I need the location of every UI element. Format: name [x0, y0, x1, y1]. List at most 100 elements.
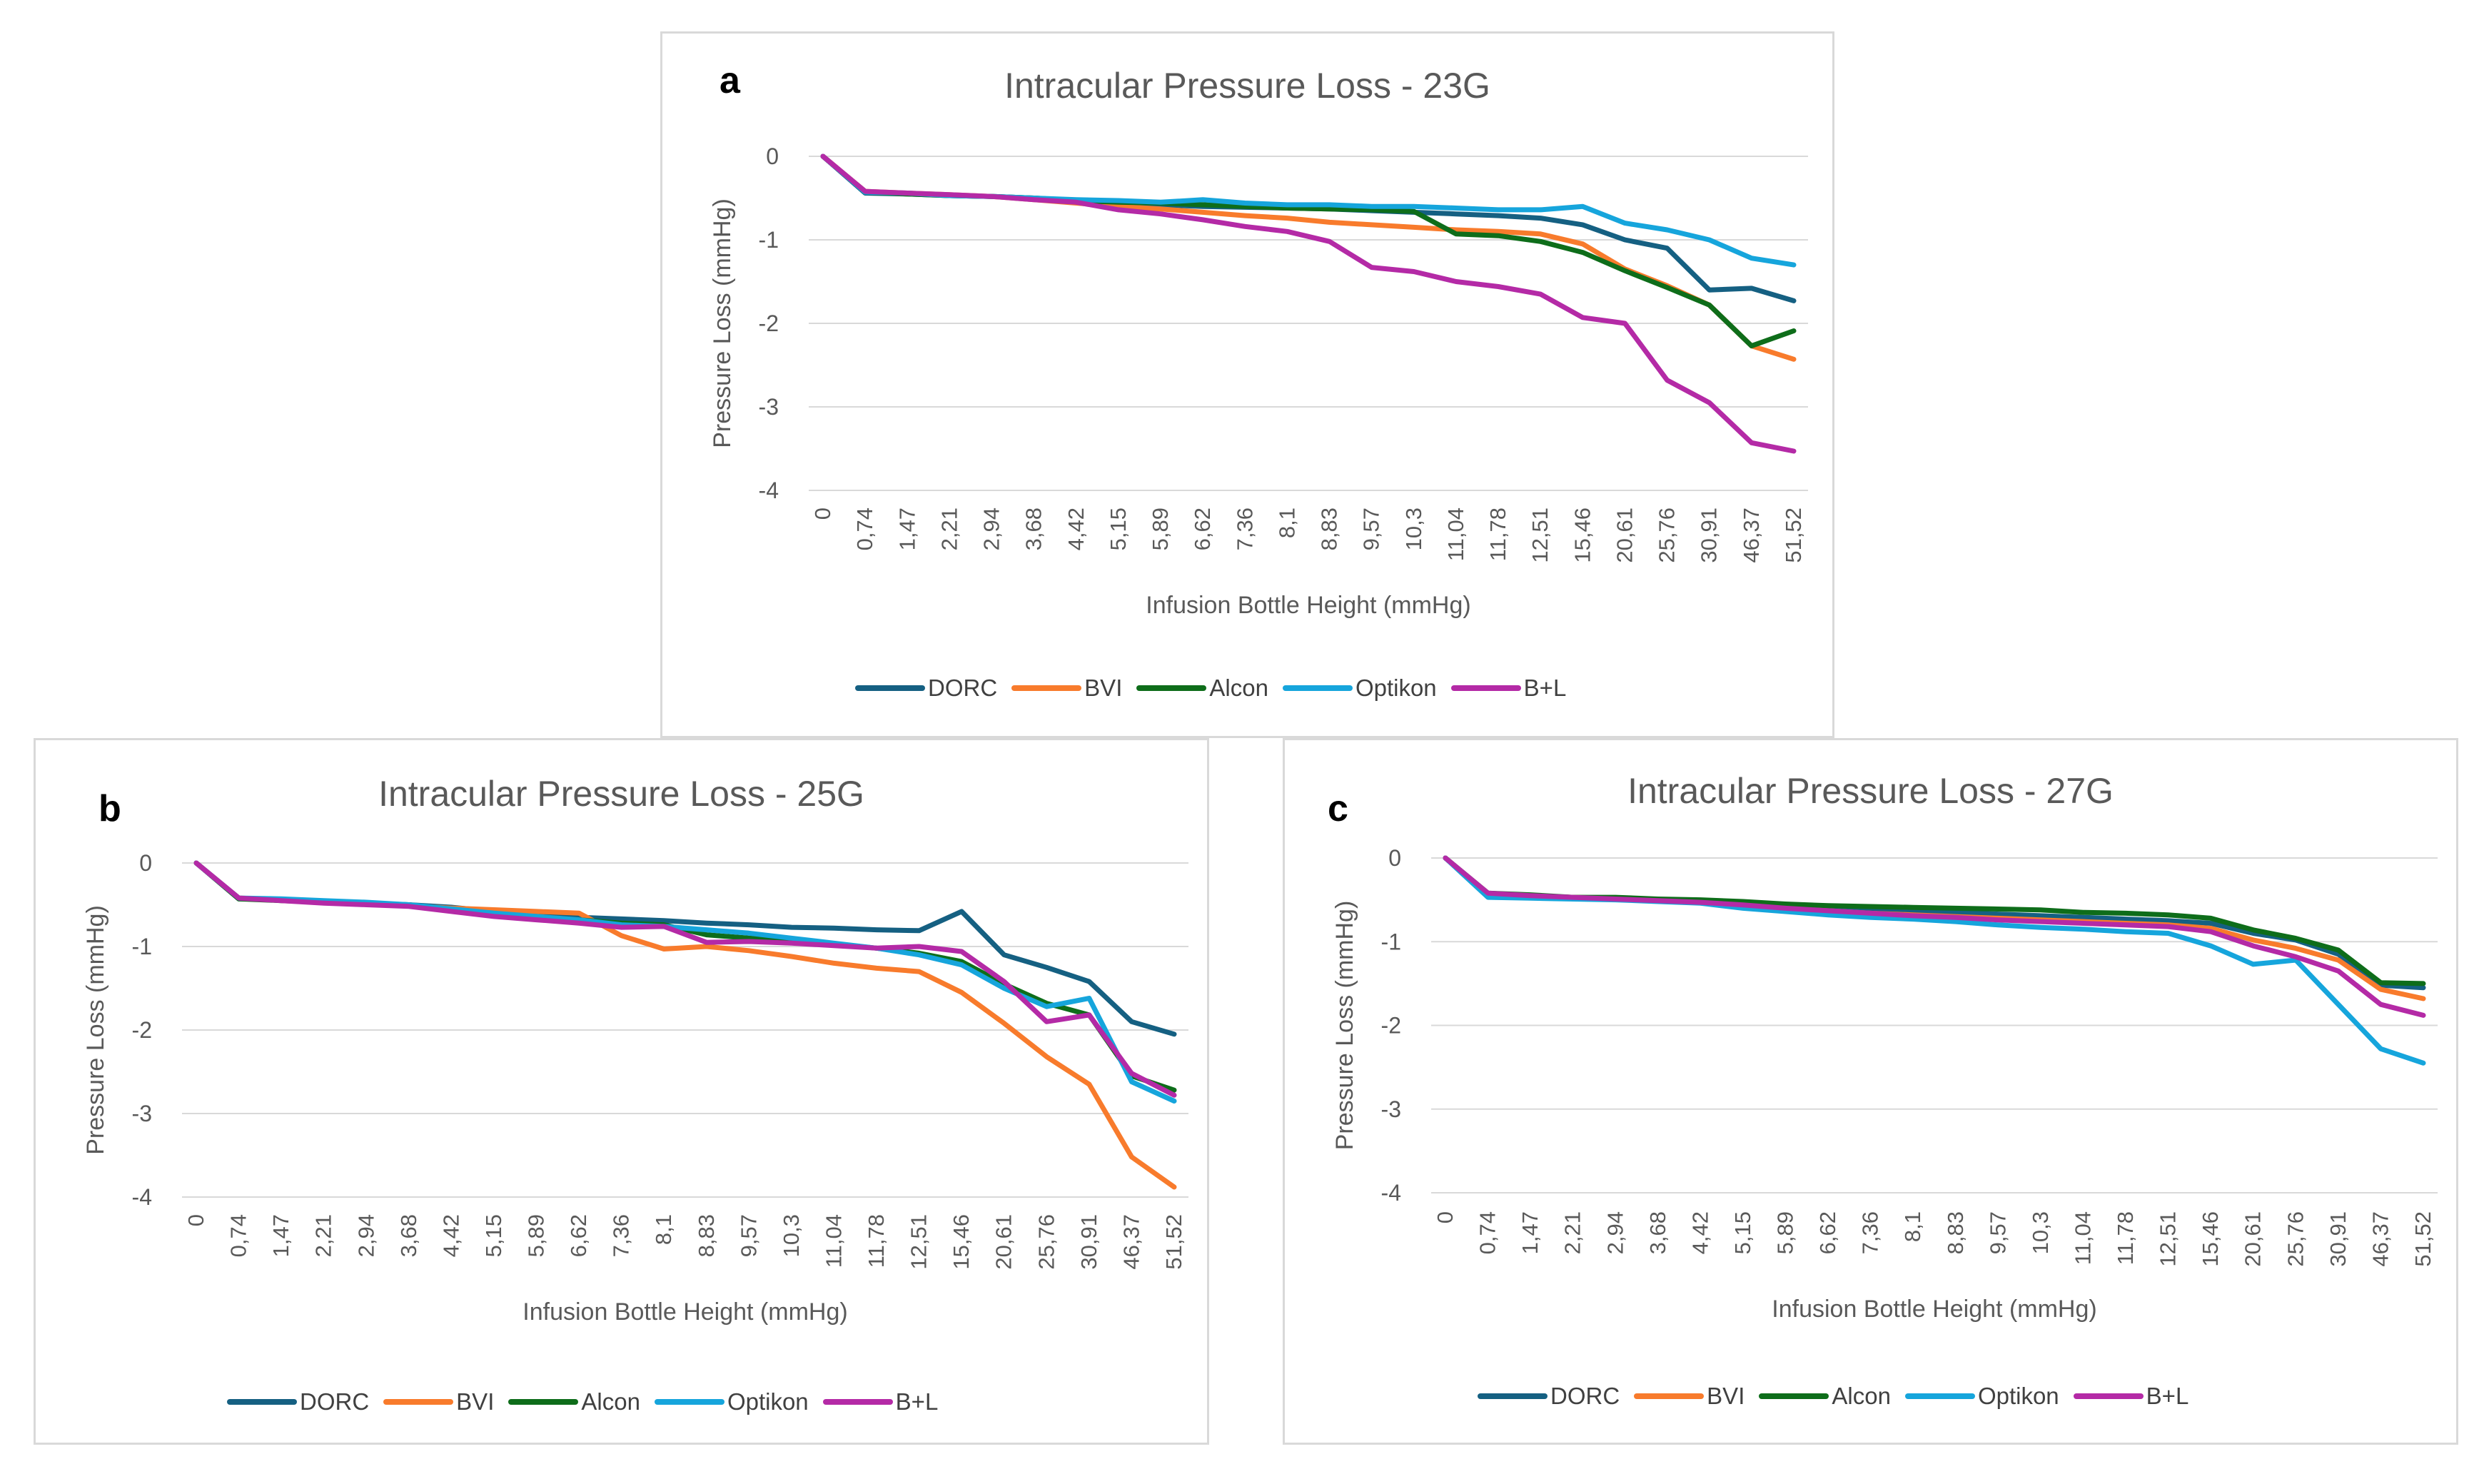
x-tick-label: 30,91: [1697, 508, 1722, 563]
x-tick-label: 30,91: [2326, 1211, 2351, 1267]
legend-label: Alcon: [1832, 1383, 1891, 1409]
x-tick-label: 11,78: [864, 1214, 889, 1268]
x-tick-label: 1,47: [268, 1214, 293, 1257]
x-tick-label: 1,47: [1518, 1211, 1543, 1254]
x-tick-label: 8,83: [1943, 1211, 1968, 1254]
x-tick-label: 20,61: [991, 1214, 1016, 1270]
y-tick-label: -3: [132, 1101, 152, 1126]
legend-item-dorc: DORC: [227, 1388, 369, 1415]
legend-label: B+L: [2146, 1383, 2189, 1409]
y-axis-title: Pressure Loss (mmHg): [82, 905, 109, 1155]
x-axis-title: Infusion Bottle Height (mmHg): [1146, 592, 1470, 619]
chart-panel-c: c Intracular Pressure Loss - 27G 0 -1 -2 -3…: [1283, 738, 2458, 1445]
x-tick-label: 0: [810, 508, 835, 520]
legend-label: Optikon: [727, 1388, 809, 1415]
legend-swatch-optikon: [654, 1399, 725, 1405]
legend-item-bl: B+L: [822, 1388, 939, 1415]
x-tick-label: 4,42: [1064, 508, 1089, 550]
x-tick-label: 15,46: [1570, 508, 1595, 563]
x-tick-label: 5,89: [524, 1214, 549, 1257]
x-tick-label: 2,94: [979, 508, 1004, 550]
x-axis-title: Infusion Bottle Height (mmHg): [522, 1298, 847, 1326]
legend-label: DORC: [1550, 1383, 1620, 1409]
series-line-alcon: [193, 860, 1177, 1093]
x-tick-label: 10,3: [1401, 508, 1426, 550]
x-tick-label: 0: [183, 1214, 208, 1226]
x-tick-label: 0,74: [226, 1214, 251, 1257]
y-tick-label: -3: [1381, 1096, 1401, 1122]
series-line-b-l: [1443, 855, 2426, 1018]
chart-panel-a: a Intracular Pressure Loss - 23G 0 -1 -2 -3…: [660, 31, 1834, 738]
legend-item-alcon: Alcon: [508, 1388, 640, 1415]
legend-label: BVI: [456, 1388, 495, 1415]
y-tick-label: 0: [1388, 845, 1401, 871]
x-tick-label: 4,42: [1687, 1211, 1712, 1254]
legend-swatch-bvi: [1634, 1393, 1705, 1399]
legend-swatch-bvi: [383, 1399, 454, 1405]
legend-label: DORC: [928, 675, 998, 701]
x-tick-label: 25,76: [1034, 1214, 1059, 1270]
x-tick-label: 5,15: [481, 1214, 506, 1257]
series-line-alcon: [820, 153, 1797, 349]
x-tick-label: 11,78: [1485, 508, 1510, 561]
legend-label: DORC: [300, 1388, 370, 1415]
y-tick-label: -4: [132, 1184, 152, 1210]
x-tick-label: 11,04: [821, 1214, 846, 1268]
series-line-optikon: [193, 860, 1177, 1104]
x-tick-label: 8,1: [651, 1214, 676, 1245]
x-tick-label: 15,46: [2198, 1211, 2223, 1267]
x-tick-label: 9,57: [736, 1214, 761, 1257]
legend-item-alcon: Alcon: [1759, 1383, 1891, 1410]
legend: DORC BVI Alcon Optikon B+L: [1478, 1383, 2203, 1410]
x-tick-label: 11,78: [2113, 1211, 2138, 1265]
x-tick-label: 51,52: [1161, 1214, 1186, 1270]
x-tick-label: 6,62: [566, 1214, 591, 1257]
x-tick-label: 20,61: [1612, 508, 1637, 563]
legend-label: B+L: [1523, 675, 1567, 701]
legend-swatch-optikon: [1904, 1393, 1975, 1399]
x-tick-label: 20,61: [2241, 1211, 2266, 1267]
x-tick-label: 9,57: [1359, 508, 1384, 550]
x-tick-label: 51,52: [2410, 1211, 2435, 1267]
y-tick-label: -4: [759, 478, 779, 503]
x-tick-label: 10,3: [779, 1214, 804, 1257]
x-tick-label: 3,68: [1645, 1211, 1670, 1254]
legend-label: BVI: [1707, 1383, 1745, 1409]
x-tick-label: 3,68: [396, 1214, 421, 1257]
legend-label: Optikon: [1977, 1383, 2059, 1409]
x-tick-label: 0,74: [852, 508, 877, 550]
legend-item-optikon: Optikon: [654, 1388, 809, 1415]
x-tick-label: 7,36: [1232, 508, 1257, 550]
x-tick-label: 3,68: [1021, 508, 1046, 550]
x-tick-label: 2,21: [936, 508, 961, 550]
legend-item-bl: B+L: [1450, 675, 1567, 702]
x-tick-label: 11,04: [1443, 508, 1468, 561]
legend-item-dorc: DORC: [855, 675, 997, 702]
chart-title: Intracular Pressure Loss - 23G: [1004, 66, 1490, 106]
x-tick-label: 12,51: [2156, 1211, 2181, 1267]
x-axis-title: Infusion Bottle Height (mmHg): [1772, 1296, 2096, 1323]
legend-label: Alcon: [581, 1388, 640, 1415]
x-tick-label: 51,52: [1781, 508, 1806, 563]
legend-swatch-dorc: [227, 1399, 297, 1405]
x-tick-label: 2,21: [311, 1214, 336, 1257]
x-tick-label: 10,3: [2028, 1211, 2053, 1254]
legend-swatch-dorc: [855, 685, 925, 691]
x-tick-label: 5,15: [1106, 508, 1131, 550]
legend-label: B+L: [895, 1388, 939, 1415]
x-tick-label: 6,62: [1815, 1211, 1840, 1254]
legend-swatch-bl: [822, 1399, 893, 1405]
series-line-bvi: [820, 153, 1797, 362]
y-tick-label: -1: [1381, 929, 1401, 954]
x-tick-label: 5,15: [1730, 1211, 1755, 1254]
panel-label: b: [99, 788, 121, 829]
panel-label: a: [720, 60, 740, 101]
legend-item-bvi: BVI: [1011, 675, 1122, 702]
series-line-b-l: [193, 860, 1177, 1098]
y-tick-label: -1: [759, 227, 779, 253]
legend-swatch-bvi: [1011, 685, 1082, 691]
legend-swatch-alcon: [1136, 685, 1207, 691]
x-tick-label: 46,37: [1739, 508, 1764, 563]
x-tick-label: 2,94: [353, 1214, 378, 1257]
legend-swatch-alcon: [508, 1399, 579, 1405]
